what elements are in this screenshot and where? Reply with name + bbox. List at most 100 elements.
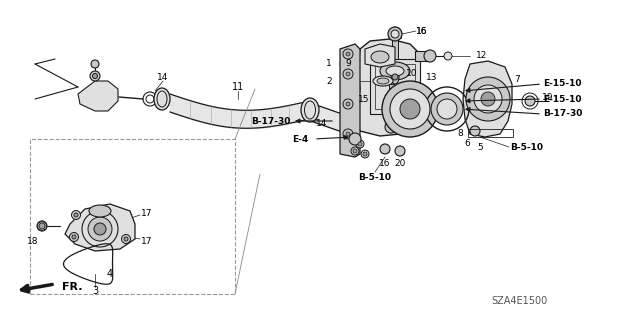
Text: 4: 4 — [107, 269, 113, 279]
Text: 17: 17 — [141, 209, 153, 218]
Polygon shape — [340, 44, 360, 157]
Circle shape — [88, 217, 112, 241]
Text: 7: 7 — [514, 75, 520, 84]
Text: 3: 3 — [92, 286, 98, 296]
Text: 20: 20 — [394, 160, 406, 168]
Circle shape — [391, 30, 399, 38]
Circle shape — [395, 146, 405, 156]
Circle shape — [388, 27, 402, 41]
Text: 16: 16 — [416, 26, 428, 35]
Circle shape — [93, 73, 97, 78]
Circle shape — [353, 149, 357, 153]
Circle shape — [382, 81, 438, 137]
Text: E-15-10: E-15-10 — [543, 94, 582, 103]
Circle shape — [39, 223, 45, 229]
Circle shape — [122, 234, 131, 243]
Circle shape — [474, 85, 502, 113]
Circle shape — [72, 235, 76, 239]
Circle shape — [385, 121, 397, 133]
Ellipse shape — [380, 62, 410, 80]
Circle shape — [404, 126, 414, 136]
Polygon shape — [78, 81, 118, 111]
Text: 15: 15 — [358, 94, 369, 103]
Ellipse shape — [391, 70, 399, 84]
Text: FR.: FR. — [62, 282, 83, 292]
Bar — [407, 94, 412, 129]
Circle shape — [400, 99, 420, 119]
Text: 12: 12 — [476, 51, 488, 61]
Text: B-5-10: B-5-10 — [510, 143, 543, 152]
Text: 16: 16 — [380, 160, 391, 168]
Ellipse shape — [154, 88, 170, 110]
Polygon shape — [365, 44, 395, 67]
Circle shape — [351, 147, 359, 155]
Text: B-5-10: B-5-10 — [358, 173, 392, 182]
Text: 9: 9 — [345, 60, 351, 69]
Text: B-17-30: B-17-30 — [251, 116, 290, 125]
Circle shape — [356, 140, 364, 148]
Text: SZA4E1500: SZA4E1500 — [492, 296, 548, 306]
Circle shape — [437, 99, 457, 119]
Polygon shape — [463, 61, 512, 137]
Ellipse shape — [371, 51, 389, 63]
Circle shape — [380, 144, 390, 154]
Text: 8: 8 — [457, 130, 463, 138]
Circle shape — [74, 213, 78, 217]
Ellipse shape — [377, 78, 389, 84]
Circle shape — [124, 237, 128, 241]
Circle shape — [363, 152, 367, 156]
Circle shape — [481, 92, 495, 106]
Text: 13: 13 — [426, 72, 438, 81]
Polygon shape — [38, 221, 46, 231]
Ellipse shape — [301, 98, 319, 122]
Circle shape — [358, 142, 362, 146]
Circle shape — [424, 50, 436, 62]
Circle shape — [466, 77, 510, 121]
Polygon shape — [65, 204, 135, 251]
Ellipse shape — [89, 205, 111, 217]
Text: 5: 5 — [477, 143, 483, 152]
Bar — [392, 34, 398, 59]
Circle shape — [361, 150, 369, 158]
Text: 19: 19 — [542, 93, 554, 101]
Circle shape — [431, 93, 463, 125]
Ellipse shape — [373, 76, 393, 86]
Text: E-15-10: E-15-10 — [543, 79, 582, 88]
Text: 16: 16 — [416, 26, 428, 35]
Circle shape — [37, 221, 47, 231]
Bar — [375, 64, 415, 109]
Text: 14: 14 — [316, 118, 328, 128]
Text: 14: 14 — [157, 72, 169, 81]
Text: B-17-30: B-17-30 — [543, 109, 582, 118]
Circle shape — [94, 223, 106, 235]
Bar — [389, 84, 394, 124]
Text: 18: 18 — [28, 236, 39, 246]
Circle shape — [72, 211, 81, 219]
Circle shape — [91, 60, 99, 68]
Circle shape — [349, 133, 361, 145]
Circle shape — [346, 72, 350, 76]
Bar — [370, 59, 420, 114]
Circle shape — [444, 52, 452, 60]
Circle shape — [346, 132, 350, 136]
Bar — [415, 51, 430, 61]
Circle shape — [470, 126, 480, 136]
Text: 10: 10 — [406, 70, 418, 78]
Text: 2: 2 — [326, 77, 332, 85]
Circle shape — [346, 102, 350, 106]
Bar — [30, 139, 235, 294]
Circle shape — [70, 233, 79, 241]
Circle shape — [90, 71, 100, 81]
Bar — [468, 129, 513, 137]
Text: 11: 11 — [232, 82, 244, 92]
Circle shape — [346, 52, 350, 56]
Circle shape — [390, 89, 430, 129]
Text: 6: 6 — [464, 139, 470, 149]
Circle shape — [392, 74, 398, 80]
Ellipse shape — [386, 66, 404, 76]
Text: 1: 1 — [326, 60, 332, 69]
Polygon shape — [355, 39, 420, 136]
Text: E-4: E-4 — [292, 135, 308, 144]
Text: 17: 17 — [141, 236, 153, 246]
Circle shape — [525, 96, 535, 106]
